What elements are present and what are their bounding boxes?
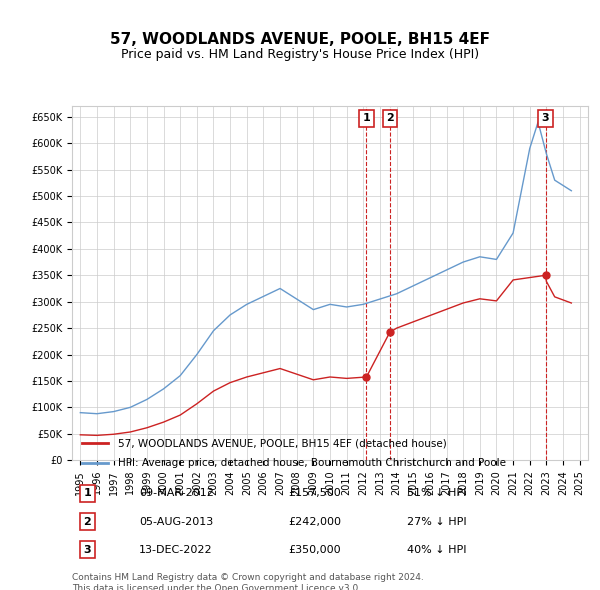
Text: 1: 1 [83,489,91,499]
Text: 40% ↓ HPI: 40% ↓ HPI [407,545,467,555]
Text: 57, WOODLANDS AVENUE, POOLE, BH15 4EF (detached house): 57, WOODLANDS AVENUE, POOLE, BH15 4EF (d… [118,438,447,448]
Text: Contains HM Land Registry data © Crown copyright and database right 2024.: Contains HM Land Registry data © Crown c… [72,573,424,582]
Text: HPI: Average price, detached house, Bournemouth Christchurch and Poole: HPI: Average price, detached house, Bour… [118,458,506,467]
Text: 2: 2 [386,113,394,123]
Text: 2: 2 [83,516,91,526]
Text: 51% ↓ HPI: 51% ↓ HPI [407,489,467,499]
Text: £157,500: £157,500 [289,489,341,499]
Text: 3: 3 [83,545,91,555]
Text: 09-MAR-2012: 09-MAR-2012 [139,489,214,499]
Text: 05-AUG-2013: 05-AUG-2013 [139,516,214,526]
Text: This data is licensed under the Open Government Licence v3.0.: This data is licensed under the Open Gov… [72,584,361,590]
Text: Price paid vs. HM Land Registry's House Price Index (HPI): Price paid vs. HM Land Registry's House … [121,48,479,61]
Text: £242,000: £242,000 [289,516,342,526]
Text: 13-DEC-2022: 13-DEC-2022 [139,545,213,555]
Text: 1: 1 [362,113,370,123]
Text: 3: 3 [542,113,550,123]
Text: 27% ↓ HPI: 27% ↓ HPI [407,516,467,526]
Text: £350,000: £350,000 [289,545,341,555]
Text: 57, WOODLANDS AVENUE, POOLE, BH15 4EF: 57, WOODLANDS AVENUE, POOLE, BH15 4EF [110,32,490,47]
